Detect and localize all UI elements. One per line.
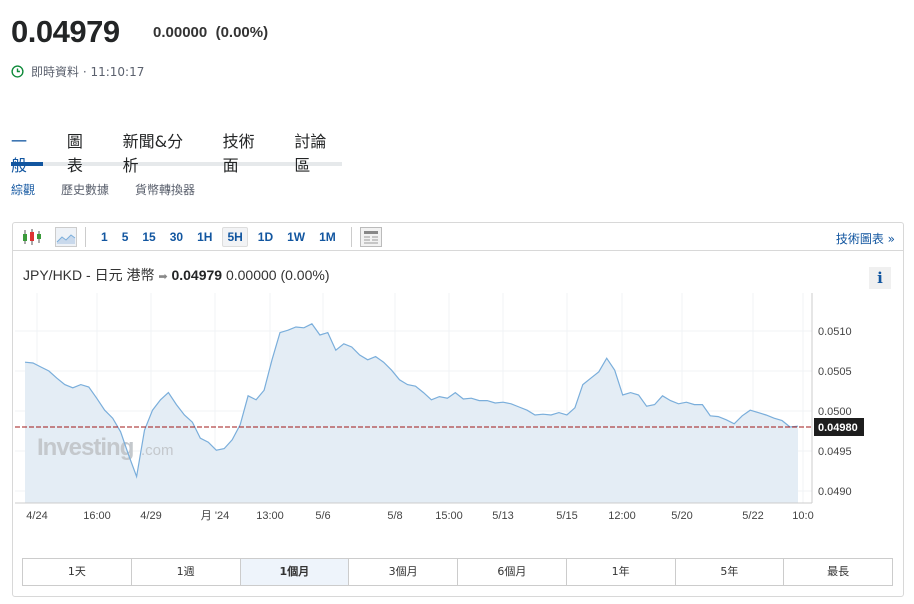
x-tick-label: 13:00 [256, 510, 284, 522]
price-line [24, 323, 799, 479]
x-tick-label: 5/20 [671, 510, 692, 522]
subtab-currency-converter[interactable]: 貨幣轉換器 [135, 183, 196, 197]
y-tick-label: 0.0495 [818, 446, 852, 458]
interval-30[interactable]: 30 [169, 229, 184, 244]
subtab-historical-data[interactable]: 歷史數據 [61, 183, 110, 197]
change-value: 0.00000 [153, 24, 208, 41]
instrument-name: JPY/HKD - 日元 港幣 [23, 267, 155, 283]
tab-technical[interactable]: 技術面 [222, 132, 255, 175]
interval-1[interactable]: 1 [101, 229, 108, 244]
x-tick-label: 4/24 [26, 510, 47, 522]
current-price-label: 0.04980 [818, 422, 858, 434]
interval-1d[interactable]: 1D [257, 229, 274, 244]
price-change: 0.00000 (0.00%) [153, 24, 268, 41]
tab-news-analysis[interactable]: 新聞&分析 [122, 132, 184, 175]
x-tick-label: 5/6 [315, 510, 330, 522]
subtab-overview[interactable]: 綜觀 [11, 183, 36, 197]
divider [350, 226, 352, 247]
info-button[interactable]: i [869, 267, 891, 289]
y-tick-label: 0.0500 [818, 406, 852, 418]
area-chart-icon[interactable] [55, 226, 77, 247]
interval-5[interactable]: 5 [121, 229, 129, 244]
candlestick-icon[interactable] [21, 227, 43, 247]
range-1[interactable]: 1週 [132, 559, 241, 585]
range-selector: 1天 1週 1個月 3個月 6個月 1年 5年 最長 [22, 558, 893, 586]
y-tick-label: 0.0510 [818, 326, 852, 338]
layout-icon[interactable] [359, 226, 382, 247]
watermark-logo: Investing [37, 434, 134, 461]
range-0[interactable]: 1天 [23, 559, 132, 585]
x-tick-label: 12:00 [608, 510, 636, 522]
range-7[interactable]: 最長 [827, 565, 850, 578]
tab-general[interactable]: 一般 [11, 128, 43, 175]
range-5[interactable]: 1年 [567, 559, 676, 585]
x-tick-label: 月 '24 [201, 510, 229, 522]
instrument-title: JPY/HKD - 日元 港幣 ➡ 0.04979 0.00000 (0.00%… [23, 265, 330, 285]
x-tick-label: 5/8 [387, 510, 402, 522]
x-tick-label: 5/15 [556, 510, 577, 522]
range-4[interactable]: 6個月 [458, 559, 567, 585]
interval-15[interactable]: 15 [142, 229, 156, 244]
x-tick-label: 5/22 [742, 510, 763, 522]
x-tick-label: 15:00 [435, 510, 463, 522]
sub-tabs: 綜觀 歷史數據 貨幣轉換器 [11, 181, 195, 198]
x-tick-label: 4/29 [140, 510, 161, 522]
status-text: 即時資料 · 11:10:17 [31, 65, 145, 79]
interval-1m[interactable]: 1M [319, 229, 336, 244]
range-3[interactable]: 3個月 [349, 559, 458, 585]
range-6[interactable]: 5年 [676, 559, 785, 585]
y-tick-label: 0.0490 [818, 486, 852, 498]
chart-toolbar: 1 5 15 30 1H 5H 1D 1W 1M 技術圖表 » [13, 223, 903, 251]
main-tabs: 一般 圖表 新聞&分析 技術面 討論區 [11, 128, 342, 175]
clock-icon [11, 65, 24, 78]
interval-1w[interactable]: 1W [287, 229, 306, 244]
chart-widget: 1 5 15 30 1H 5H 1D 1W 1M 技術圖表 » JPY/HKD … [12, 222, 904, 597]
interval-1h[interactable]: 1H [197, 229, 213, 244]
technical-chart-link[interactable]: 技術圖表 » [835, 232, 895, 246]
x-tick-label: 16:00 [83, 510, 111, 522]
change-percent: (0.00%) [215, 24, 269, 41]
current-price: 0.04979 [11, 14, 120, 49]
status-line: 即時資料 · 11:10:17 [11, 63, 144, 80]
range-2[interactable]: 1個月 [240, 559, 350, 585]
arrow-right-icon: ➡ [158, 271, 168, 283]
x-tick-label: 5/13 [492, 510, 513, 522]
instrument-change: 0.00000 [225, 267, 277, 283]
current-price-tag [814, 418, 864, 436]
tab-chart[interactable]: 圖表 [66, 132, 83, 175]
divider [85, 226, 86, 247]
instrument-price: 0.04979 [171, 267, 223, 283]
x-tick-label: 10:0 [792, 510, 813, 522]
y-tick-label: 0.0505 [818, 366, 852, 378]
interval-5h[interactable]: 5H [222, 226, 248, 247]
instrument-change-pct: (0.00%) [280, 267, 330, 283]
tab-forum[interactable]: 討論區 [294, 132, 327, 175]
price-chart[interactable]: Investing .com 0.0510 0.0505 0.0500 0.0495 0.0… [13, 293, 903, 523]
watermark-suffix: .com [141, 442, 174, 459]
area-fill [25, 323, 798, 503]
